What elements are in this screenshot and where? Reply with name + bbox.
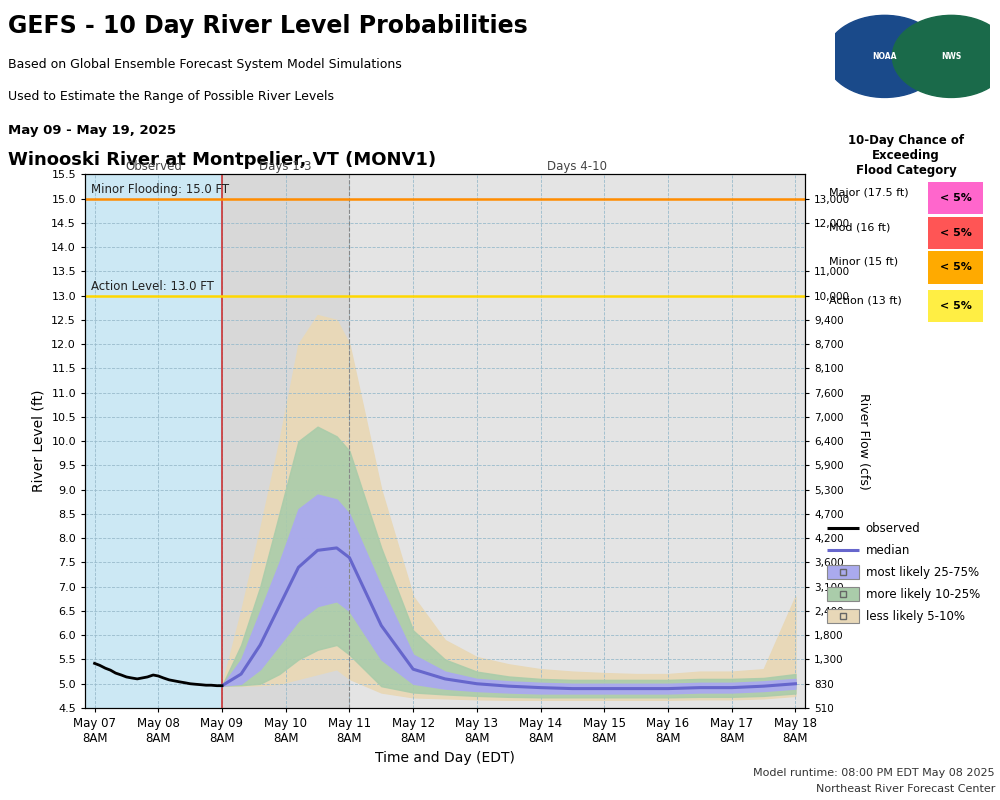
Text: Major (17.5 ft): Major (17.5 ft) [829,188,908,198]
Text: < 5%: < 5% [940,194,971,203]
Text: GEFS - 10 Day River Level Probabilities: GEFS - 10 Day River Level Probabilities [8,14,528,38]
FancyBboxPatch shape [928,251,983,283]
Circle shape [892,15,1000,98]
Bar [349,174,805,708]
Text: less likely 5-10%: less likely 5-10% [866,610,965,623]
Y-axis label: River Level (ft): River Level (ft) [32,390,46,493]
Text: < 5%: < 5% [940,262,971,272]
Text: Northeast River Forecast Center: Northeast River Forecast Center [816,784,995,794]
Text: NWS: NWS [941,52,961,61]
Text: < 5%: < 5% [940,302,971,311]
Text: Model runtime: 08:00 PM EDT May 08 2025: Model runtime: 08:00 PM EDT May 08 2025 [753,768,995,778]
Text: 10-Day Chance of
Exceeding
Flood Category: 10-Day Chance of Exceeding Flood Categor… [848,134,964,178]
Text: Minor Flooding: 15.0 FT: Minor Flooding: 15.0 FT [91,182,229,196]
Text: most likely 25-75%: most likely 25-75% [866,566,979,579]
Text: Action Level: 13.0 FT: Action Level: 13.0 FT [91,280,214,293]
Text: Mod (16 ft): Mod (16 ft) [829,222,890,232]
Text: Used to Estimate the Range of Possible River Levels: Used to Estimate the Range of Possible R… [8,90,334,103]
FancyBboxPatch shape [928,290,983,322]
Text: observed: observed [866,522,920,534]
Text: May 09 - May 19, 2025: May 09 - May 19, 2025 [8,124,176,137]
Y-axis label: River Flow (cfs): River Flow (cfs) [857,393,870,490]
Text: Minor (15 ft): Minor (15 ft) [829,257,898,267]
Text: Winooski River at Montpelier, VT (MONV1): Winooski River at Montpelier, VT (MONV1) [8,151,436,170]
Text: NOAA: NOAA [872,52,897,61]
FancyBboxPatch shape [928,182,983,214]
Text: Days 1-3: Days 1-3 [259,161,312,174]
Bar [827,587,859,602]
FancyBboxPatch shape [928,217,983,249]
Bar [222,174,349,708]
Text: median: median [866,544,910,557]
Bar [827,610,859,623]
Text: Observed: Observed [125,161,182,174]
Bar [827,566,859,579]
Text: < 5%: < 5% [940,228,971,238]
Text: Days 4-10: Days 4-10 [547,161,607,174]
Circle shape [826,15,944,98]
Text: Based on Global Ensemble Forecast System Model Simulations: Based on Global Ensemble Forecast System… [8,58,402,71]
X-axis label: Time and Day (EDT): Time and Day (EDT) [375,750,515,765]
Text: more likely 10-25%: more likely 10-25% [866,588,980,601]
Bar [85,174,222,708]
Text: Action (13 ft): Action (13 ft) [829,296,901,306]
